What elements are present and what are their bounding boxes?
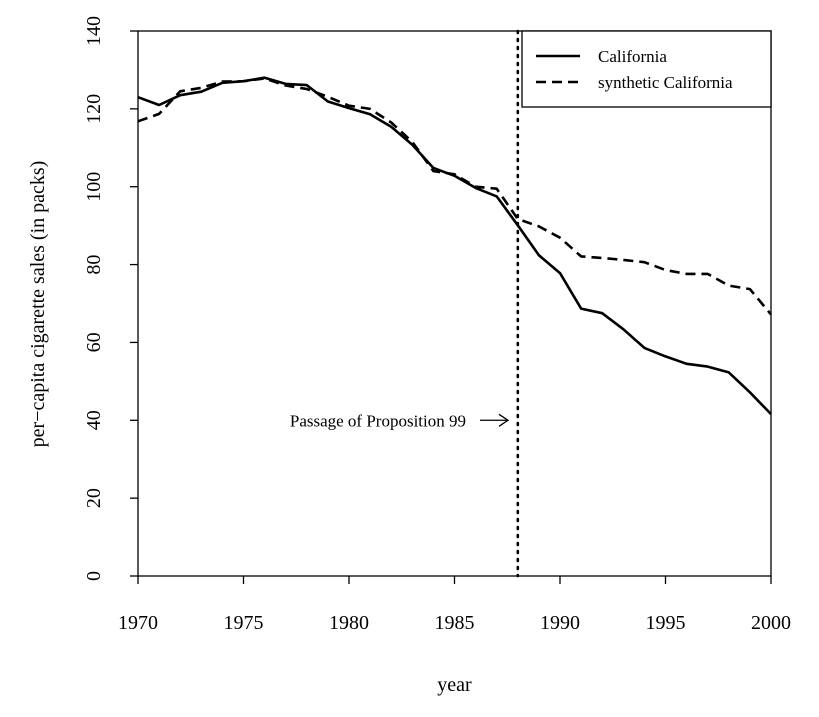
annotation-arrow-head — [498, 413, 510, 427]
y-tick-label: 80 — [83, 255, 105, 275]
y-axis-title: per−capita cigarette sales (in packs) — [27, 161, 49, 448]
legend-box — [521, 30, 772, 108]
plot-series — [137, 76, 772, 416]
x-tick-label: 1975 — [224, 612, 264, 634]
x-tick-label: 2000 — [751, 612, 791, 634]
series-line-synthetic-california — [137, 77, 772, 316]
y-tick-label: 140 — [83, 16, 105, 46]
x-tick-label: 1970 — [118, 612, 158, 634]
y-tick-label: 60 — [83, 332, 105, 352]
legend: California synthetic California — [521, 30, 772, 108]
legend-label: California — [598, 47, 667, 66]
y-tick-label: 0 — [83, 571, 105, 581]
legend-label: synthetic California — [598, 73, 733, 92]
y-tick-label: 20 — [83, 488, 105, 508]
y-tick-label: 40 — [83, 410, 105, 430]
y-tick-label: 120 — [83, 94, 105, 124]
annotation-label: Passage of Proposition 99 — [290, 411, 466, 430]
x-tick-label: 1980 — [329, 612, 369, 634]
axes: 1970 1975 1980 1985 1990 1995 2000 0 20 40 60 80 100… — [83, 16, 791, 634]
y-tick-label: 100 — [83, 172, 105, 202]
x-tick-label: 1990 — [540, 612, 580, 634]
x-axis-title: year — [437, 674, 472, 696]
x-tick-label: 1985 — [435, 612, 475, 634]
annotation: Passage of Proposition 99 — [290, 29, 520, 578]
x-tick-label: 1995 — [646, 612, 686, 634]
